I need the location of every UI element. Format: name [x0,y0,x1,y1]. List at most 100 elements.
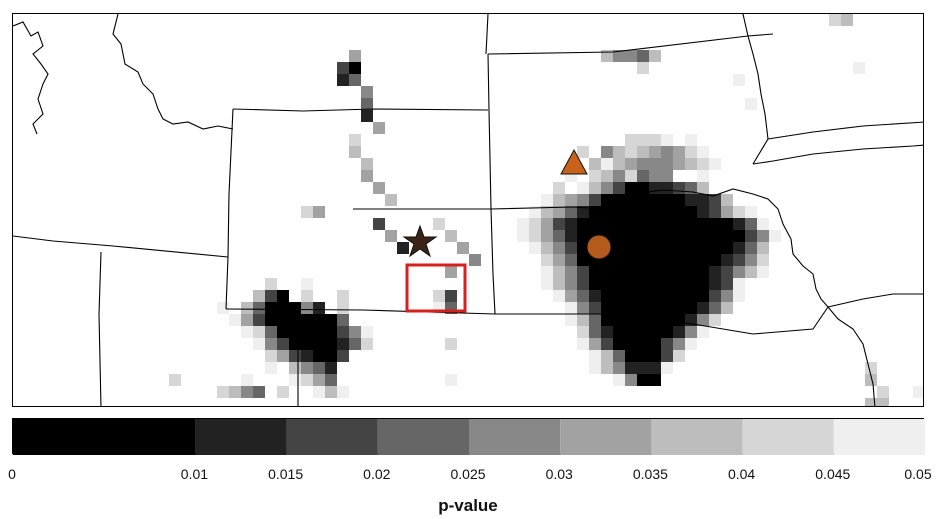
p-value-cell [625,182,637,194]
p-value-cell [697,206,709,218]
p-value-cell [637,362,649,374]
p-value-cell [661,266,673,278]
p-value-cell [865,362,877,374]
p-value-cell [277,350,289,362]
p-value-cell [637,218,649,230]
p-value-cell [757,266,769,278]
p-value-cell [673,146,685,158]
border-iowa-south [827,293,923,308]
p-value-cell [661,194,673,206]
p-value-cell [661,134,673,146]
p-value-cell [625,290,637,302]
border-wyoming-south [232,108,489,112]
p-value-cell [637,242,649,254]
p-value-cell [565,230,577,242]
p-value-cell [277,290,289,302]
p-value-cell [565,314,577,326]
p-value-cell [229,314,241,326]
p-value-cell [289,314,301,326]
p-value-cell [265,338,277,350]
p-value-cell [625,170,637,182]
p-value-cell [373,122,385,134]
p-value-cell [553,242,565,254]
p-value-cell [589,218,601,230]
p-value-cell [661,230,673,242]
p-value-cell [745,266,757,278]
colorbar-swatches [13,419,925,455]
triangle-marker [560,148,588,175]
p-value-cell [397,242,409,254]
p-value-cell [385,194,397,206]
p-value-cell [685,206,697,218]
p-value-cell [673,302,685,314]
p-value-cell [625,218,637,230]
p-value-grid [169,14,923,406]
p-value-cell [733,230,745,242]
p-value-cell [673,230,685,242]
p-value-cell [637,182,649,194]
p-value-cell [301,314,313,326]
p-value-cell [577,278,589,290]
p-value-cell [265,326,277,338]
p-value-cell [553,194,565,206]
p-value-cell [697,242,709,254]
p-value-cell [601,194,613,206]
border-iowa-north [752,144,923,165]
p-value-cell [697,182,709,194]
p-value-cell [265,290,277,302]
p-value-cell [709,230,721,242]
colorbar-tick-label: 0 [8,466,16,482]
p-value-cell [349,146,361,158]
p-value-cell [313,206,325,218]
p-value-cell [661,326,673,338]
p-value-cell [865,374,877,386]
p-value-cell [745,254,757,266]
p-value-cell [685,242,697,254]
p-value-cell [865,398,877,406]
p-value-cell [565,290,577,302]
p-value-cell [625,362,637,374]
p-value-cell [577,302,589,314]
p-value-cell [529,242,541,254]
p-value-cell [625,50,637,62]
p-value-cell [721,194,733,206]
colorbar-bin [560,419,652,455]
p-value-cell [385,230,397,242]
border-missouri-river [572,188,829,308]
p-value-cell [613,314,625,326]
p-value-cell [649,170,661,182]
p-value-cell [757,218,769,230]
circle-marker [586,234,612,260]
p-value-cell [349,50,361,62]
p-value-cell [589,290,601,302]
p-value-cell [697,314,709,326]
p-value-cell [709,194,721,206]
p-value-cell [625,206,637,218]
p-value-cell [637,134,649,146]
p-value-cell [241,302,253,314]
p-value-cell [685,230,697,242]
p-value-cell [457,242,469,254]
p-value-cell [649,278,661,290]
p-value-cell [553,278,565,290]
p-value-cell [553,206,565,218]
p-value-cell [349,326,361,338]
p-value-cell [649,206,661,218]
p-value-cell [661,290,673,302]
p-value-cell [445,266,457,278]
p-value-cell [601,182,613,194]
p-value-cell [301,302,313,314]
p-value-cell [649,290,661,302]
p-value-cell [265,278,277,290]
p-value-cell [685,290,697,302]
p-value-cell [241,326,253,338]
colorbar-bin [742,419,834,455]
p-value-cell [589,182,601,194]
p-value-cell [265,350,277,362]
p-value-cell [685,182,697,194]
colorbar-bin [377,419,469,455]
p-value-cell [361,158,373,170]
p-value-cell [637,194,649,206]
p-value-cell [745,242,757,254]
p-value-cell [613,218,625,230]
